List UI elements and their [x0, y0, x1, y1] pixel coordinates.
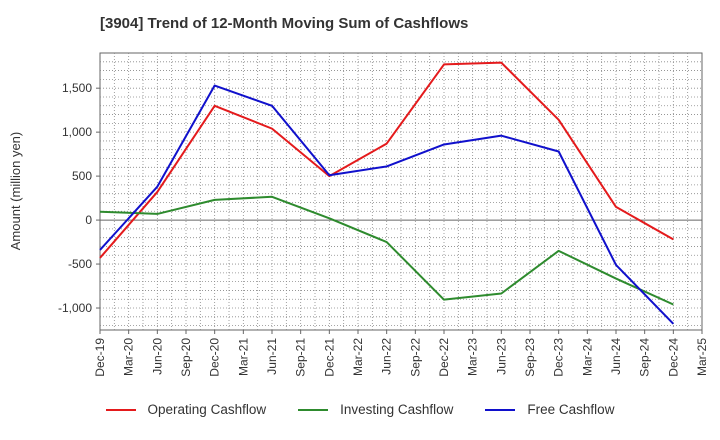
y-axis-ticks: -1,000 -500 0 500 1,000 1,500	[58, 81, 100, 315]
x-tick-label: Jun-24	[609, 338, 623, 375]
y-axis-label: Amount (million yen)	[8, 132, 23, 251]
x-tick-label: Dec-24	[666, 338, 680, 377]
x-tick-label: Dec-22	[437, 338, 451, 377]
x-tick-label: Sep-21	[294, 338, 308, 377]
x-tick-label: Dec-21	[322, 338, 336, 377]
x-tick-label: Jun-22	[380, 338, 394, 375]
x-tick-label: Mar-22	[351, 338, 365, 376]
chart-title: [3904] Trend of 12-Month Moving Sum of C…	[100, 15, 469, 32]
legend-swatch	[105, 408, 136, 411]
y-tick-label: -500	[68, 257, 92, 271]
legend-label: Investing Cashflow	[340, 402, 454, 417]
x-axis-ticks: Dec-19 Mar-20 Jun-20 Sep-20 Dec-20 Mar-21 Jun-…	[93, 330, 709, 377]
legend-label: Operating Cashflow	[147, 402, 267, 417]
x-tick-label: Sep-24	[638, 338, 652, 377]
legend-label: Free Cashflow	[527, 402, 615, 417]
x-tick-label: Jun-20	[150, 338, 164, 375]
y-tick-label: 0	[85, 213, 92, 227]
x-tick-label: Mar-23	[466, 338, 480, 376]
x-tick-label: Sep-23	[523, 338, 537, 377]
y-tick-label: -1,000	[58, 301, 92, 315]
x-tick-label: Sep-22	[408, 338, 422, 377]
series-lines	[99, 61, 675, 325]
legend-swatch	[298, 408, 329, 411]
grid-lines	[100, 53, 702, 330]
y-tick-label: 1,500	[62, 81, 92, 95]
x-tick-label: Jun-23	[494, 338, 508, 375]
x-tick-label: Mar-21	[236, 338, 250, 376]
line-chart: -1,000 -500 0 500 1,000 1,500 Dec-19 Mar-20 Jun…	[8, 52, 709, 377]
x-tick-label: Dec-20	[208, 338, 222, 377]
x-tick-label: Jun-21	[265, 338, 279, 375]
x-tick-label: Dec-19	[93, 338, 107, 377]
y-tick-label: 500	[72, 169, 92, 183]
x-tick-label: Sep-20	[179, 338, 193, 377]
legend-item: Investing Cashflow	[298, 402, 453, 417]
x-tick-label: Mar-24	[580, 338, 594, 376]
y-tick-label: 1,000	[62, 125, 92, 139]
x-tick-label: Dec-23	[552, 338, 566, 377]
x-tick-label: Mar-20	[122, 338, 136, 376]
legend-swatch	[485, 408, 516, 411]
legend: Operating Cashflow Investing Cashflow Free…	[0, 402, 720, 417]
x-tick-label: Mar-25	[695, 338, 709, 376]
legend-item: Free Cashflow	[485, 402, 614, 417]
legend-item: Operating Cashflow	[105, 402, 267, 417]
